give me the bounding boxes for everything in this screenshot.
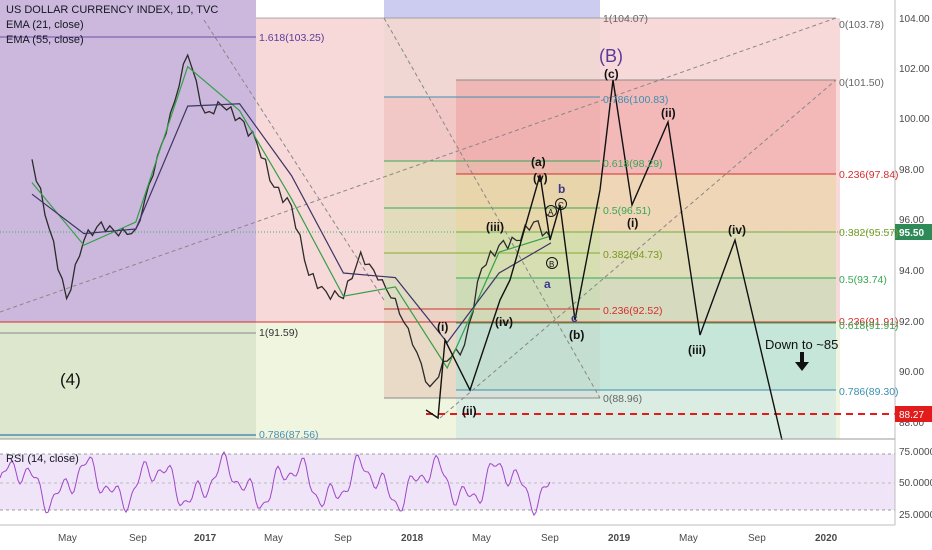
trend-lines bbox=[0, 17, 837, 419]
ema-fast-line bbox=[31, 65, 552, 370]
price-tick: 94.00 bbox=[899, 266, 924, 277]
wave-label: a bbox=[544, 277, 551, 291]
wave-label: (c) bbox=[604, 67, 619, 81]
fib-label: 0.786(87.56) bbox=[259, 429, 319, 441]
wave-label: (b) bbox=[569, 328, 584, 342]
wave-label: (ii) bbox=[462, 404, 477, 418]
fib-label: 0.236(91.91) bbox=[839, 316, 899, 328]
fib-label: 0.786(100.83) bbox=[603, 94, 668, 106]
alert-price-label: 88.27 bbox=[899, 410, 924, 421]
wave-label: (a) bbox=[531, 155, 546, 169]
time-label: Sep bbox=[129, 533, 147, 544]
fib-label: 0.786(89.30) bbox=[839, 386, 899, 398]
fib-label: 0(101.50) bbox=[839, 77, 884, 89]
fib-label: 0(103.78) bbox=[839, 19, 884, 31]
fib-label: 1(91.59) bbox=[259, 327, 298, 339]
fib-label: 0.382(94.73) bbox=[603, 249, 663, 261]
rsi-line bbox=[0, 451, 551, 517]
rsi-tick: 50.0000 bbox=[899, 478, 932, 489]
fib-label: 1.618(103.25) bbox=[259, 32, 324, 44]
price-tick: 102.00 bbox=[899, 64, 930, 75]
time-label: May bbox=[472, 533, 491, 544]
fib-label: 0.5(96.51) bbox=[603, 205, 651, 217]
price-tick: 88.00 bbox=[899, 418, 924, 429]
ema-slow-line bbox=[31, 103, 552, 344]
wave-label: (v) bbox=[533, 171, 548, 185]
price-axis[interactable]: 104.00 102.00 100.00 98.00 96.00 94.00 9… bbox=[894, 0, 932, 550]
fib-label: 1(104.07) bbox=[603, 13, 648, 25]
down-arrow-icon bbox=[795, 352, 809, 371]
rsi-tick: 75.0000 bbox=[899, 447, 932, 458]
wave-label: b bbox=[558, 182, 565, 196]
wave-labels: (4) (B) (c) (a) (v) (iii) (iv) (i) (ii) … bbox=[60, 46, 746, 418]
fib-labels: 1.618(103.25) 1(91.59) 0.786(87.56) 1(10… bbox=[259, 13, 899, 441]
wave-label: (iii) bbox=[486, 220, 504, 234]
price-tick: 98.00 bbox=[899, 165, 924, 176]
time-label: May bbox=[264, 533, 283, 544]
time-label: 2019 bbox=[608, 533, 631, 544]
wave-label: (ii) bbox=[661, 106, 676, 120]
price-tick: 100.00 bbox=[899, 114, 930, 125]
current-price-label: 95.50 bbox=[899, 228, 924, 239]
fib-label: 0.618(98.29) bbox=[603, 158, 663, 170]
time-label: 2017 bbox=[194, 533, 217, 544]
fib-label: 0(88.96) bbox=[603, 393, 642, 405]
wave-label: c bbox=[571, 311, 578, 325]
wave-overlay bbox=[425, 79, 783, 441]
rsi-tick: 25.0000 bbox=[899, 510, 932, 521]
wave-label: (i) bbox=[437, 320, 448, 334]
symbol-legend[interactable]: US DOLLAR CURRENCY INDEX, 1D, TVC bbox=[6, 4, 219, 16]
price-series-line bbox=[31, 53, 552, 388]
wave-label: (i) bbox=[627, 216, 638, 230]
price-tick: 92.00 bbox=[899, 317, 924, 328]
fib-label: 0.236(97.84) bbox=[839, 169, 899, 181]
rsi-pane bbox=[0, 441, 895, 525]
fib-right-zones bbox=[456, 80, 836, 439]
wave-label: (iv) bbox=[495, 315, 513, 329]
wave-label-circle: B bbox=[549, 260, 554, 269]
time-label: May bbox=[58, 533, 77, 544]
current-price-badge bbox=[895, 224, 932, 240]
fib-label: 0.236(92.52) bbox=[603, 305, 663, 317]
price-tick: 90.00 bbox=[899, 367, 924, 378]
series-layer bbox=[31, 53, 552, 388]
ema-slow-legend[interactable]: EMA (55, close) bbox=[6, 34, 84, 46]
alert-price-badge bbox=[895, 406, 932, 422]
wave-label: (iv) bbox=[728, 223, 746, 237]
wave-path bbox=[425, 79, 783, 441]
time-label: Sep bbox=[748, 533, 766, 544]
price-tick: 104.00 bbox=[899, 14, 930, 25]
time-axis[interactable]: May Sep 2017 May Sep 2018 May Sep 2019 M… bbox=[0, 524, 932, 550]
time-label: Sep bbox=[541, 533, 559, 544]
wave-label-4: (4) bbox=[60, 370, 81, 389]
ema-fast-legend[interactable]: EMA (21, close) bbox=[6, 19, 84, 31]
rsi-legend[interactable]: RSI (14, close) bbox=[6, 453, 79, 465]
fib-label: 0.382(95.57) bbox=[839, 227, 899, 239]
target-annotation: Down to ~85 bbox=[765, 337, 838, 352]
time-label: Sep bbox=[334, 533, 352, 544]
fib-label: 0.618(91.91) bbox=[839, 320, 899, 332]
wave-label-B: (B) bbox=[599, 46, 623, 66]
time-label: May bbox=[679, 533, 698, 544]
price-tick: 96.00 bbox=[899, 215, 924, 226]
wave-label: (iii) bbox=[688, 343, 706, 357]
wave-label-circle: A bbox=[548, 208, 554, 217]
wave-label-circle: C bbox=[558, 201, 564, 210]
time-label: 2020 bbox=[815, 533, 838, 544]
fib-label: 0.5(93.74) bbox=[839, 274, 887, 286]
time-label: 2018 bbox=[401, 533, 424, 544]
